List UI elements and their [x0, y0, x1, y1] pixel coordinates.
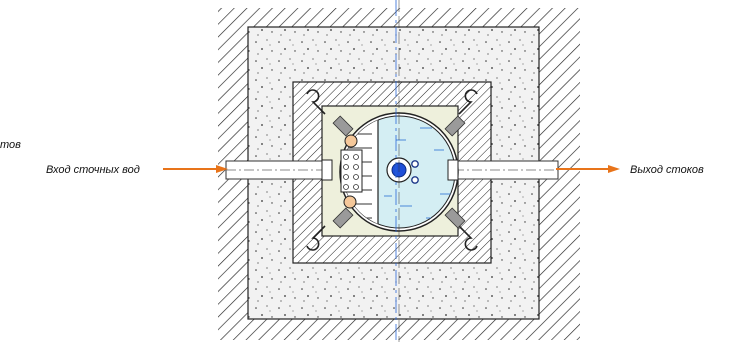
outlet-label: Выход стоков [630, 164, 704, 176]
cropped-label: тов [0, 139, 21, 151]
filter-cassette [340, 149, 363, 193]
outlet-flange [447, 159, 459, 181]
arrow-right-icon [556, 165, 620, 173]
inlet-pipe [225, 160, 327, 180]
anchor-hooks [306, 89, 478, 251]
arrow-right-icon [163, 165, 228, 173]
inlet-label: Вход сточных вод [46, 164, 140, 176]
float-ball-bottom [343, 195, 357, 209]
float-ball-top [344, 134, 358, 148]
sensor-lower [411, 176, 419, 184]
tank-struts [332, 115, 466, 229]
inlet-flange [321, 159, 333, 181]
sensor-upper [411, 160, 419, 168]
outlet-pipe [453, 160, 559, 180]
